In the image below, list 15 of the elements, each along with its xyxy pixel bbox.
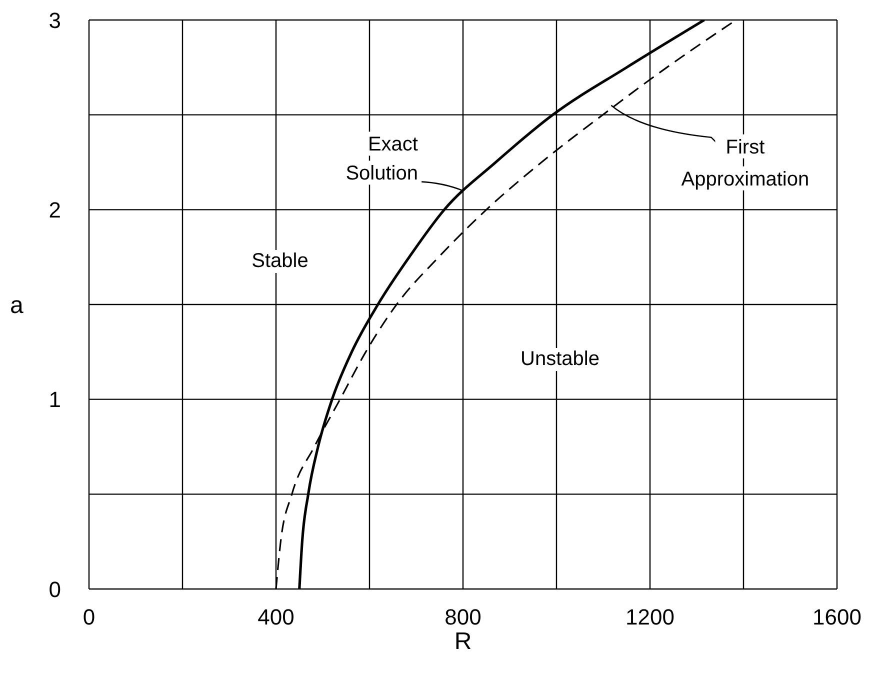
y-axis-title: a: [10, 292, 24, 320]
x-tick-label: 0: [82, 604, 96, 630]
y-tick-label: 1: [48, 387, 61, 412]
annotation: First Approximation: [681, 136, 810, 190]
annotation: Unstable: [518, 348, 602, 371]
x-tick-label: 400: [258, 604, 294, 630]
y-tick-label: 2: [48, 197, 61, 222]
x-tick-label: 1200: [626, 604, 674, 630]
x-tick-label: 1600: [812, 604, 862, 630]
annotation: Exact Solution: [346, 134, 418, 185]
x-tick-label: 800: [444, 604, 482, 630]
annotation: Stable: [250, 250, 310, 273]
y-tick-label: 3: [48, 8, 61, 33]
y-tick-label: 0: [48, 576, 61, 602]
x-axis-title: R: [454, 628, 472, 655]
